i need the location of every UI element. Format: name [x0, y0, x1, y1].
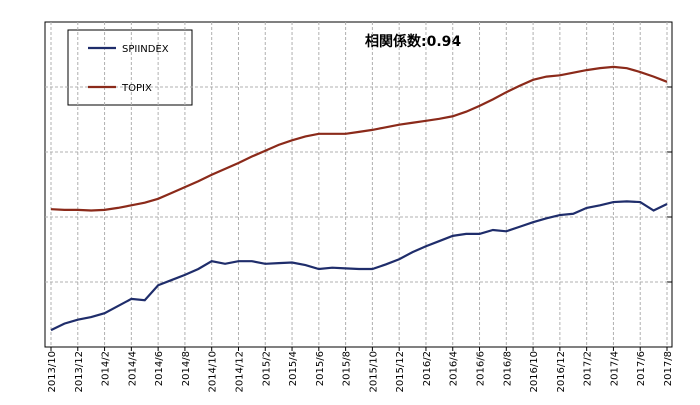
series-line: [50, 200, 668, 332]
x-tick-label: 2016/6: [476, 351, 487, 386]
legend-label: SPIINDEX: [122, 44, 169, 55]
x-tick-label: 2014/8: [181, 351, 192, 386]
legend-label: TOPIX: [121, 83, 152, 94]
x-tick-label: 2016/2: [422, 351, 433, 386]
x-tick-label: 2014/4: [127, 351, 138, 386]
x-tick-label: 2015/12: [395, 351, 406, 393]
annotation: 相関係数:0.94: [365, 33, 461, 50]
x-tick-label: 2015/4: [288, 351, 299, 386]
x-tick-label: 2016/8: [502, 351, 513, 386]
legend-box: [67, 29, 193, 106]
x-tick-label: 2017/6: [636, 351, 647, 386]
x-tick-label: 2013/12: [74, 351, 85, 393]
x-tick-label: 2016/12: [556, 351, 567, 393]
series-line: [50, 65, 668, 212]
x-tick-label: 2017/8: [663, 351, 674, 386]
x-tick-label: 2014/10: [208, 351, 219, 393]
x-tick-label: 2013/10: [47, 351, 58, 393]
plot-frame: [44, 21, 673, 348]
x-tick-label: 2016/10: [529, 351, 540, 393]
x-tick-label: 2014/2: [101, 351, 112, 386]
x-tick-label: 2017/2: [583, 351, 594, 386]
x-tick-label: 2015/10: [368, 351, 379, 393]
x-tick-label: 2015/6: [315, 351, 326, 386]
x-tick-label: 2017/4: [609, 351, 620, 386]
x-tick-label: 2014/12: [234, 351, 245, 393]
x-tick-label: 2015/2: [261, 351, 272, 386]
x-tick-label: 2014/6: [154, 351, 165, 386]
x-tick-label: 2015/8: [342, 351, 353, 386]
x-tick-label: 2016/4: [449, 351, 460, 386]
